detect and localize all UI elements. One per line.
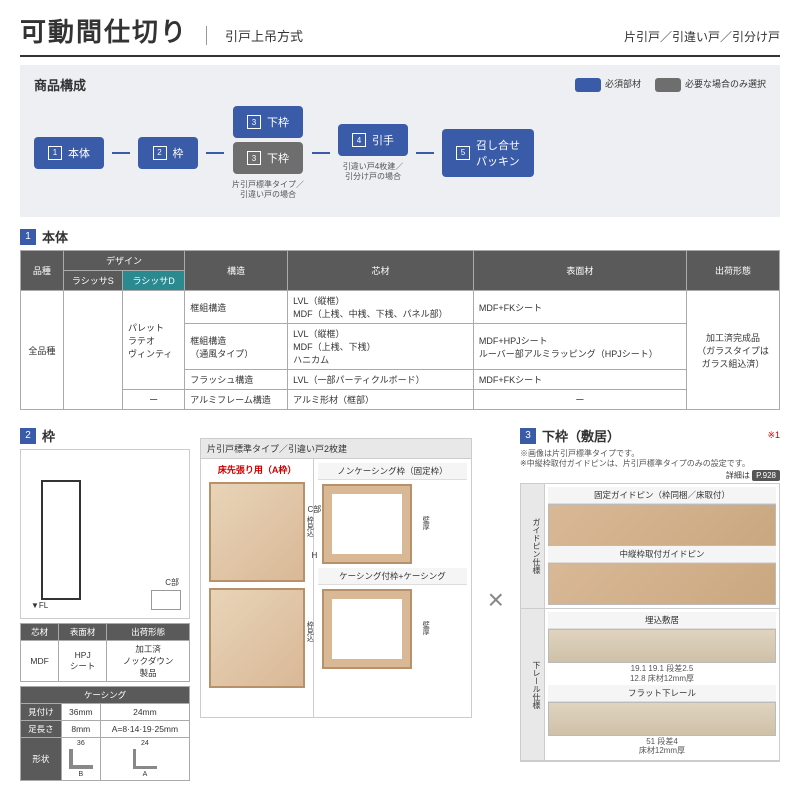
section-3-head: 3 下枠（敷居） ※1 (520, 426, 780, 445)
section-1-head: 1 本体 (20, 227, 780, 246)
flow-diagram: 1本体 2枠 3下枠3下枠片引戸標準タイプ／引違い戸の場合 4引手引違い戸4枚建／引分… (34, 106, 766, 199)
page-header: 可動間仕切り 引戸上吊方式 片引戸／引違い戸／引分け戸 (20, 12, 780, 57)
legend-item: 必須部材 (575, 77, 641, 92)
section-title: 本体 (42, 227, 68, 246)
combine-mark: × (482, 584, 510, 616)
casing-table: ケーシング見付け36mm24mm足長さ8mmA=8·14·19·25mm形状36… (20, 686, 190, 781)
flow-step: 3下枠3下枠片引戸標準タイプ／引違い戸の場合 (232, 106, 304, 199)
section-num: 1 (20, 229, 36, 245)
frame-diagram: ▼FL C部 (20, 449, 190, 619)
section-2-head: 2 枠 (20, 426, 190, 445)
flow-step: 4引手引違い戸4枚建／引分け戸の場合 (338, 124, 408, 181)
legend: 必須部材必要な場合のみ選択 (575, 77, 766, 92)
mid-panel: 片引戸標準タイプ／引違い戸2枚建 床先張り用（A枠） C部 H ノンケーシング枠… (200, 438, 472, 718)
composition-title: 商品構成 (34, 75, 86, 94)
spec-table-1: 品種デザイン構造芯材表面材出荷形態ラシッサSラシッサD全品種パレットラテオヴィン… (20, 250, 780, 410)
left-small-table: 芯材表面材出荷形態MDFHPJシート加工済ノックダウン製品 (20, 623, 190, 682)
page-types: 片引戸／引違い戸／引分け戸 (624, 28, 780, 45)
flow-step: 1本体 (34, 137, 104, 169)
right-panel: ガイドピン仕様固定ガイドピン（枠同梱／床取付）中縦枠取付ガイドピン下レール仕様埋… (520, 483, 780, 761)
page-title: 可動間仕切り (20, 12, 188, 49)
composition-panel: 商品構成 必須部材必要な場合のみ選択 1本体 2枠 3下枠3下枠片引戸標準タイプ／引… (20, 65, 780, 217)
legend-item: 必要な場合のみ選択 (655, 77, 766, 92)
page-subtitle: 引戸上吊方式 (206, 26, 303, 45)
flow-step: 2枠 (138, 137, 198, 169)
sec3-notes: ※画像は片引戸標準タイプです。※中縦枠取付ガイドピンは、片引戸標準タイプのみの設… (520, 449, 780, 468)
flow-step: 5召し合せパッキン (442, 129, 534, 177)
